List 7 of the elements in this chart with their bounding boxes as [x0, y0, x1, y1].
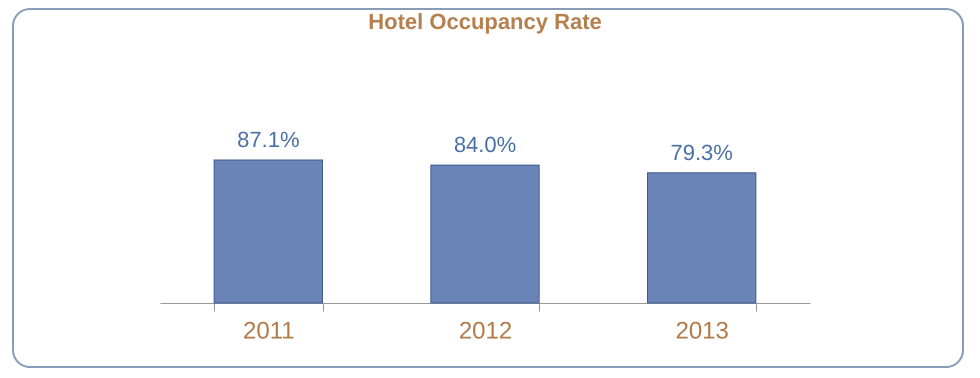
x-tick-label: 2012	[458, 318, 512, 344]
x-tick-label: 2013	[675, 318, 729, 344]
data-label: 87.1%	[237, 127, 300, 152]
x-tick-label: 2011	[243, 318, 295, 344]
data-label: 84.0%	[454, 132, 516, 158]
data-label: 79.3%	[670, 140, 733, 165]
chart-title: Hotel Occupancy Rate	[368, 9, 602, 34]
